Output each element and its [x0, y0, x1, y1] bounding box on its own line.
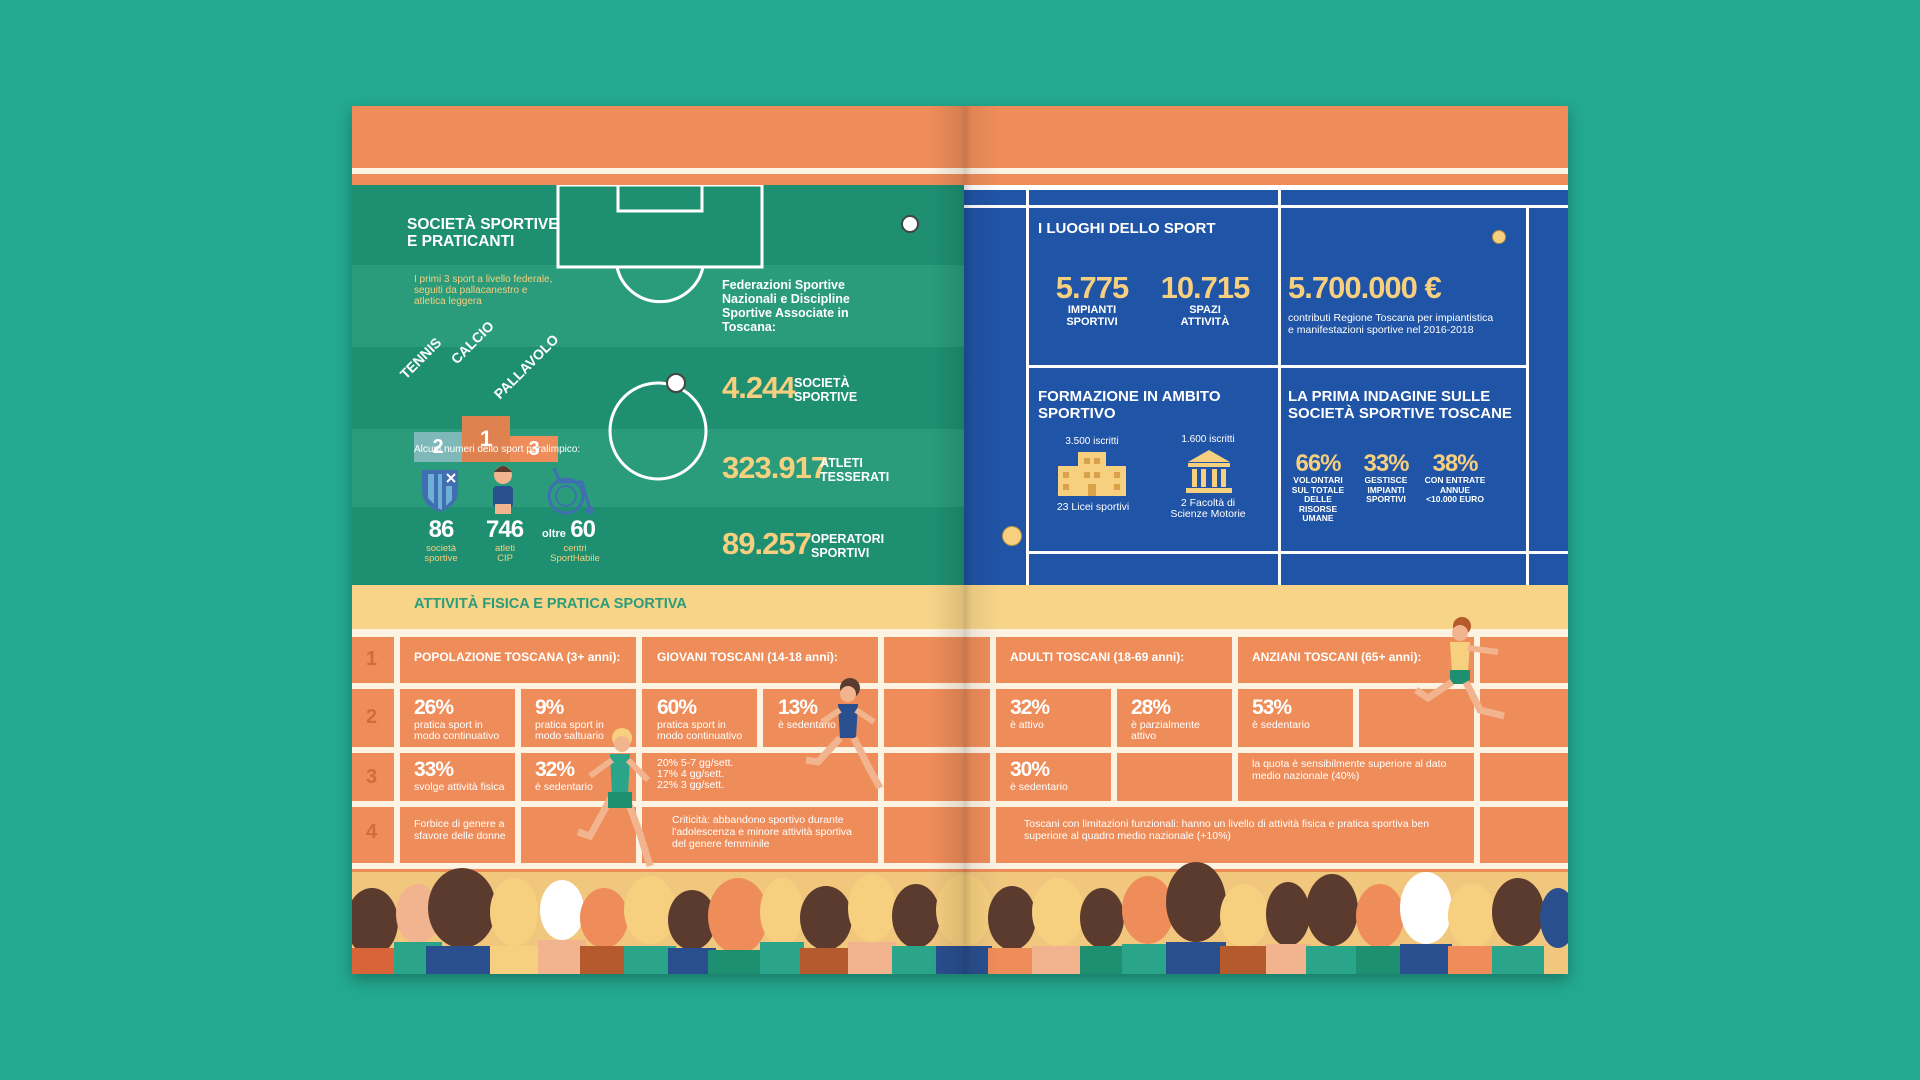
training-facolta-bottom: 2 Facoltà di Scienze Motorie — [1170, 497, 1246, 520]
adults-28: 28% è parzialmente attivo — [1131, 696, 1200, 742]
crowd-illustration — [352, 862, 1568, 974]
podium-2: 2 — [414, 432, 462, 462]
training-licei-bottom: 23 Licei sportivi — [1056, 501, 1130, 513]
stat-atleti: 323.917 — [722, 450, 828, 485]
football-field — [352, 185, 964, 585]
row-number-1: 1 — [366, 648, 378, 670]
para-atleti: 746 — [486, 516, 524, 543]
row-number-4: 4 — [366, 821, 378, 843]
stat-societa: 4.244 — [722, 370, 796, 405]
page-fold — [930, 106, 1000, 974]
tennis-court — [964, 185, 1568, 585]
para-societa: 86 — [428, 516, 455, 543]
para-centri-label: centri SportHabile — [550, 543, 600, 564]
paralympic-label: Alcuni numeri dello sport paralimpico: — [414, 444, 581, 455]
header-anziani: ANZIANI TOSCANI (65+ anni): — [1252, 650, 1422, 664]
school-building-icon — [1058, 452, 1126, 496]
header-giovani: GIOVANI TOSCANI (14-18 anni): — [657, 650, 838, 664]
podium-3: 3 — [510, 436, 558, 462]
athlete-icon — [487, 462, 519, 516]
wheelchair-icon — [542, 464, 598, 516]
field-lines — [556, 185, 764, 481]
magazine-spread: SOCIETÀ SPORTIVE E PRATICANTI I primi 3 … — [352, 106, 1568, 974]
pop-26: 26% pratica sport in modo continuativo — [414, 696, 500, 742]
row-number-3: 3 — [366, 766, 378, 788]
contrib-label: contributi Regione Toscana per impiantis… — [1288, 312, 1494, 336]
runner-figure — [1408, 616, 1518, 736]
young-frequency: 20% 5-7 gg/sett. 17% 4 gg/sett. 22% 3 gg… — [657, 757, 734, 791]
university-icon — [1186, 450, 1232, 494]
podium: 2 1 3 — [414, 394, 564, 464]
header-adulti: ADULTI TOSCANI (18-69 anni): — [1010, 650, 1185, 664]
para-societa-label: società sportive — [424, 543, 458, 564]
stat-operatori: 89.257 — [722, 526, 812, 561]
training-licei-top: 3.500 iscritti — [1065, 436, 1119, 447]
pop-33: 33% svolge attività fisica — [414, 758, 505, 793]
football-icon — [666, 373, 686, 393]
shield-icon — [420, 466, 460, 514]
federations-label: Federazioni Sportive Nazionali e Discipl… — [722, 278, 850, 334]
limitations-note: Toscani con limitazioni funzionali: hann… — [1024, 818, 1430, 842]
stat-societa-label: SOCIETÀ SPORTIVE — [794, 376, 858, 404]
places-spazi: 10.715 SPAZI ATTIVITÀ — [1160, 270, 1251, 329]
podium-1: 1 — [462, 416, 510, 462]
contrib-value: 5.700.000 € — [1288, 270, 1442, 305]
top3-note: I primi 3 sport a livello federale, segu… — [414, 274, 553, 307]
top-line — [352, 168, 1568, 174]
football-icon — [901, 215, 919, 233]
row-number-2: 2 — [366, 706, 378, 728]
survey-volontari: 66% VOLONTARI SUL TOTALE DELLE RISORSE U… — [1291, 450, 1345, 523]
stat-atleti-label: ATLETI TESSERATI — [820, 456, 890, 484]
pop-32: 32% è sedentario — [535, 758, 593, 793]
header-popolazione: POPOLAZIONE TOSCANA (3+ anni): — [414, 650, 621, 664]
places-title: I LUOGHI DELLO SPORT — [1038, 220, 1216, 237]
places-impianti: 5.775 IMPIANTI SPORTIVI — [1055, 270, 1130, 329]
stat-operatori-label: OPERATORI SPORTIVI — [811, 532, 885, 560]
tennis-ball-icon — [1002, 526, 1022, 546]
section-title-societa: SOCIETÀ SPORTIVE E PRATICANTI — [407, 216, 559, 250]
para-centri: oltre 60 — [542, 516, 596, 543]
survey-title: LA PRIMA INDAGINE SULLE SOCIETÀ SPORTIVE… — [1288, 388, 1512, 422]
activity-band — [352, 585, 1568, 629]
runner-figure — [800, 676, 890, 796]
survey-impianti: 33% GESTISCE IMPIANTI SPORTIVI — [1363, 450, 1409, 504]
training-title: FORMAZIONE IN AMBITO SPORTIVO — [1038, 388, 1221, 422]
elderly-53: 53% è sedentario — [1252, 696, 1310, 731]
adults-30: 30% è sedentario — [1010, 758, 1068, 793]
para-atleti-label: atleti CIP — [494, 543, 516, 564]
tennis-ball-icon — [1492, 230, 1506, 244]
young-13: 13% è sedentario — [778, 696, 836, 731]
training-facolta-top: 1.600 iscritti — [1181, 434, 1235, 445]
runner-figure — [570, 726, 660, 876]
top-band — [352, 106, 1568, 168]
pop-gender-note: Forbice di genere a sfavore delle donne — [414, 818, 506, 842]
survey-entrate: 38% CON ENTRATE ANNUE <10.000 EURO — [1424, 450, 1486, 504]
young-60: 60% pratica sport in modo continuativo — [657, 696, 743, 742]
activity-title: ATTIVITÀ FISICA E PRATICA SPORTIVA — [414, 596, 687, 612]
pop-9: 9% pratica sport in modo saltuario — [535, 696, 604, 742]
elderly-note: la quota è sensibilmente superiore al da… — [1252, 758, 1447, 782]
young-critical-note: Criticità: abbandono sportivo durante l'… — [672, 814, 853, 850]
adults-32: 32% è attivo — [1010, 696, 1050, 731]
